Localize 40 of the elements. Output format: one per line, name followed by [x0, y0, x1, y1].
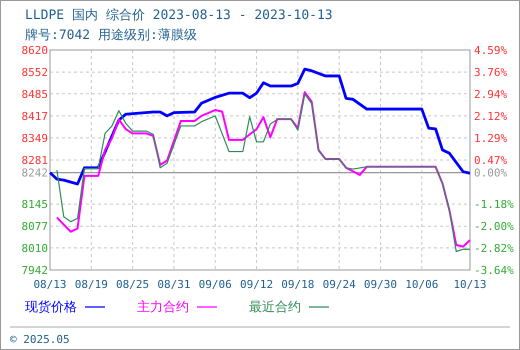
y2-tick-label: 2.12% — [474, 110, 508, 124]
chart-subtitle: 牌号:7042 用途级别:薄膜级 — [25, 28, 197, 43]
x-tick-label: 08/13 — [33, 278, 67, 291]
x-tick-label: 09/18 — [281, 278, 314, 291]
y-tick-label: 8145 — [22, 198, 48, 212]
y2-tick-label: 1.29% — [474, 132, 508, 146]
y-tick-label: 8417 — [22, 110, 48, 123]
y2-tick-label: -2.00% — [474, 220, 514, 234]
x-tick-label: 09/30 — [364, 278, 398, 291]
y-tick-label: 8010 — [22, 242, 48, 255]
y-tick-label: 8485 — [22, 88, 48, 101]
text: © 2025.05 — [10, 333, 70, 346]
y-tick-label: 8281 — [22, 154, 48, 167]
x-tick-label: 09/06 — [198, 278, 232, 291]
x-tick-label: 08/25 — [116, 278, 150, 291]
x-tick-label: 08/31 — [157, 278, 190, 291]
x-tick-label: 09/12 — [240, 278, 274, 291]
x-tick-label: 09/24 — [322, 278, 356, 291]
x-tick-label: 08/19 — [74, 278, 108, 291]
y-tick-label: 8552 — [22, 66, 48, 80]
y2-tick-label: -2.82% — [474, 242, 514, 256]
y-tick-label: 8620 — [22, 44, 48, 57]
x-tick-label: 10/13 — [453, 278, 487, 291]
y2-tick-label: 0.47% — [474, 154, 508, 168]
legend-label: 最近合约 — [249, 300, 301, 315]
y-tick-label: 8077 — [22, 220, 48, 234]
y2-tick-label: 0.00% — [474, 166, 508, 180]
y-tick-label: 8242 — [22, 166, 48, 180]
x-tick-label: 10/06 — [405, 278, 438, 291]
y2-tick-label: -1.18% — [474, 198, 514, 212]
y-tick-label: 8349 — [22, 132, 48, 145]
y-tick-label: 7942 — [22, 264, 48, 277]
y2-tick-label: 2.94% — [474, 88, 508, 102]
y2-tick-label: -3.64% — [474, 264, 514, 277]
y2-tick-label: 3.76% — [474, 66, 508, 80]
chart-title: LLDPE 国内 综合价 2023-08-13 - 2023-10-13 — [25, 8, 333, 23]
line-series — [48, 68, 472, 186]
legend-label: 现货价格 — [25, 300, 77, 315]
y2-tick-label: 4.59% — [474, 44, 508, 57]
legend-label: 主力合约 — [137, 299, 189, 315]
